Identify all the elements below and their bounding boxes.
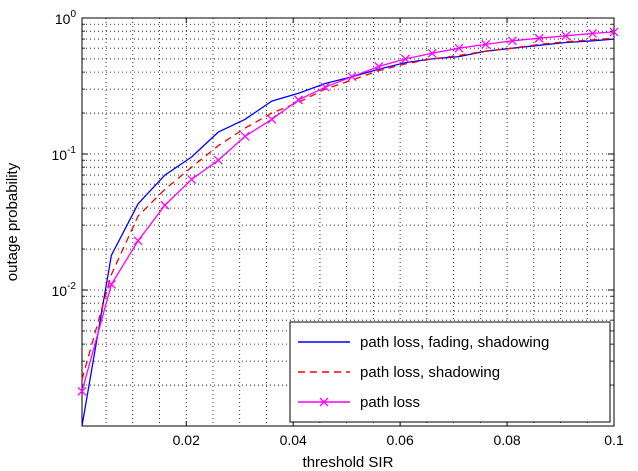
y-tick-label: 10-2: [52, 281, 77, 299]
x-tick-label: 0.04: [280, 432, 307, 448]
series-group: [77, 27, 619, 427]
data-point-marker: [507, 36, 517, 46]
data-point-marker: [374, 62, 384, 71]
data-point-marker: [347, 72, 357, 82]
data-point-marker: [240, 131, 250, 141]
legend-label: path loss: [360, 394, 420, 411]
x-tick-label: 0.08: [493, 432, 520, 448]
data-point-marker: [106, 279, 116, 289]
data-point-marker: [160, 200, 170, 210]
data-point-marker: [454, 43, 464, 53]
plot-frame: [81, 17, 615, 427]
series-line: [81, 37, 615, 380]
x-tick-label: 0.02: [173, 432, 200, 448]
y-tick-label: 10-1: [52, 145, 77, 163]
series-3: [77, 27, 619, 396]
data-point-marker: [77, 386, 87, 396]
data-point-marker: [187, 174, 197, 184]
data-point-marker: [320, 82, 330, 92]
legend-label: path loss, fading, shadowing: [360, 334, 549, 351]
legend: path loss, fading, shadowing path loss, s…: [289, 321, 611, 423]
data-point-marker: [401, 54, 410, 64]
x-axis-label: threshold SIR: [303, 454, 394, 471]
data-point-marker: [133, 236, 143, 246]
data-point-marker: [481, 39, 491, 49]
data-point-marker: [294, 95, 304, 105]
data-point-marker: [213, 155, 223, 165]
x-tick-label: 0.1: [604, 432, 624, 448]
y-tick-label: 100: [55, 9, 77, 27]
legend-box: [289, 321, 611, 423]
data-point-marker: [427, 48, 437, 58]
data-point-marker: [267, 114, 277, 124]
data-point-marker: [609, 27, 619, 37]
data-point-marker: [561, 31, 571, 41]
x-tick-label: 0.06: [387, 432, 414, 448]
series-2: [81, 37, 615, 380]
axis-ticks: 0.02 0.04 0.06 0.08 0.1 10-2 10-1 100: [52, 9, 624, 448]
legend-label: path loss, shadowing: [360, 364, 500, 381]
data-point-marker: [588, 28, 598, 38]
y-axis-label: outage probability: [4, 162, 21, 281]
legend-marker: [319, 397, 329, 407]
data-point-marker: [534, 33, 544, 43]
